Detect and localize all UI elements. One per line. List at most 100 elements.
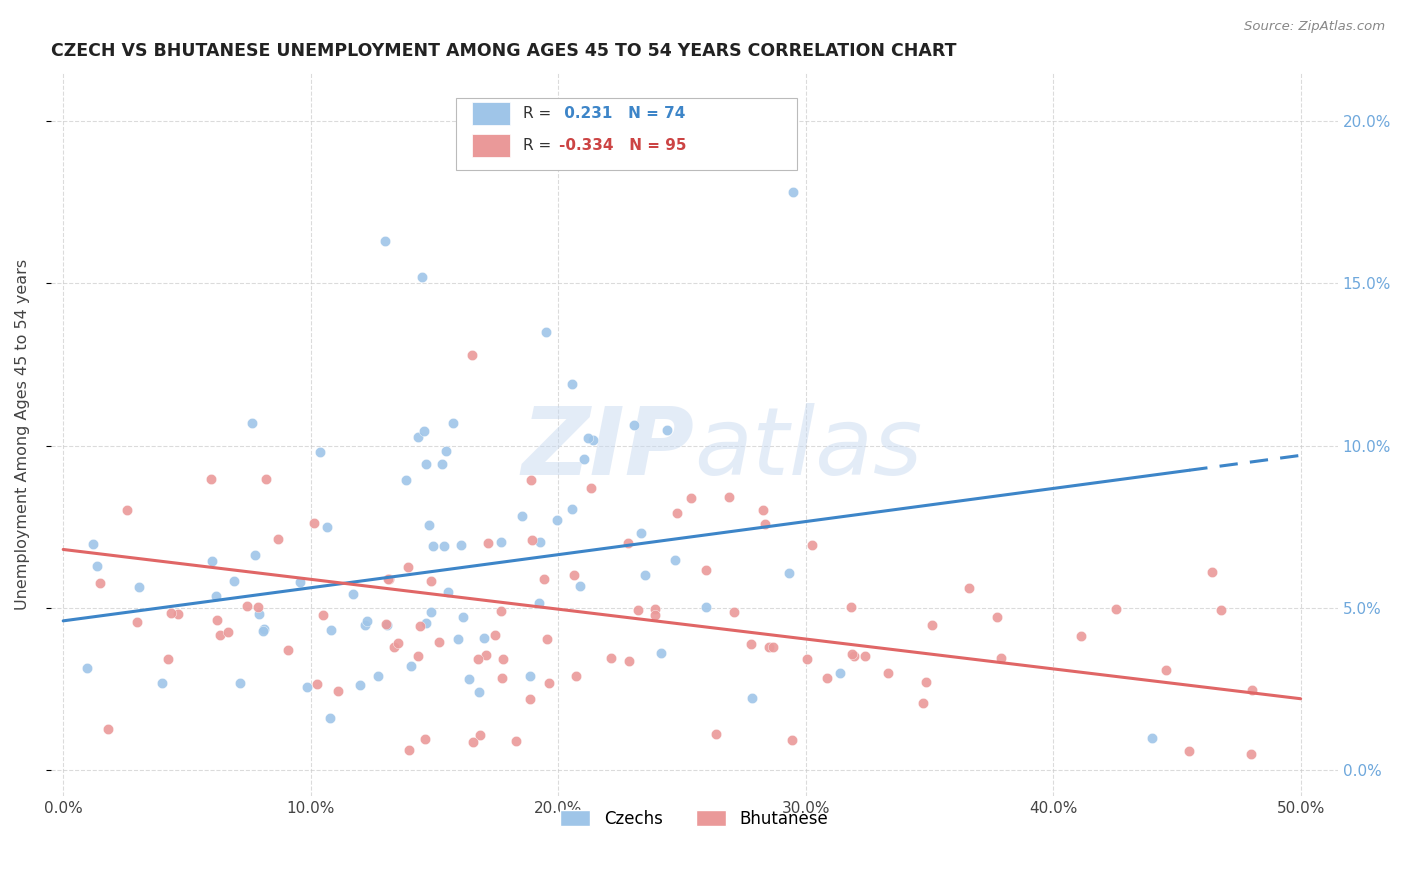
Point <box>477 536 499 550</box>
Point <box>533 572 555 586</box>
Point <box>957 581 980 595</box>
Point <box>718 490 741 504</box>
Text: CZECH VS BHUTANESE UNEMPLOYMENT AMONG AGES 45 TO 54 YEARS CORRELATION CHART: CZECH VS BHUTANESE UNEMPLOYMENT AMONG AG… <box>51 42 956 60</box>
Point <box>796 652 818 666</box>
Text: atlas: atlas <box>695 403 922 494</box>
Point <box>565 669 588 683</box>
Text: -0.334   N = 95: -0.334 N = 95 <box>560 138 686 153</box>
Point <box>401 659 423 673</box>
Point <box>489 604 512 618</box>
Point <box>396 560 419 574</box>
Point <box>617 654 640 668</box>
Point <box>86 558 108 573</box>
Point <box>76 661 98 675</box>
Point <box>208 628 231 642</box>
Point <box>451 609 474 624</box>
Point <box>778 566 800 580</box>
Point <box>561 502 583 516</box>
Point <box>436 584 458 599</box>
Point <box>419 574 441 588</box>
Point <box>758 640 780 654</box>
Point <box>741 691 763 706</box>
Point <box>312 607 335 622</box>
Point <box>290 575 312 590</box>
Point <box>367 668 389 682</box>
Point <box>302 516 325 530</box>
Point <box>1201 565 1223 579</box>
Point <box>409 619 432 633</box>
Point <box>560 130 582 145</box>
Point <box>644 607 666 622</box>
Point <box>752 502 775 516</box>
Point <box>229 676 252 690</box>
Point <box>415 458 437 472</box>
Point <box>467 652 489 666</box>
Text: ZIP: ZIP <box>522 402 695 495</box>
Point <box>780 733 803 747</box>
Point <box>650 646 672 660</box>
Point <box>562 568 585 582</box>
Point <box>387 635 409 649</box>
Point <box>205 589 228 603</box>
Point <box>572 452 595 467</box>
Point <box>762 640 785 655</box>
FancyBboxPatch shape <box>471 102 510 125</box>
Point <box>534 325 557 339</box>
Point <box>568 579 591 593</box>
Point <box>489 535 512 549</box>
Point <box>800 538 823 552</box>
Point <box>484 627 506 641</box>
Point <box>377 572 399 586</box>
Point <box>582 433 605 447</box>
Point <box>599 651 621 665</box>
Point <box>520 533 543 548</box>
Point <box>349 678 371 692</box>
Point <box>201 554 224 568</box>
Point <box>356 614 378 628</box>
Point <box>315 520 337 534</box>
Point <box>1211 602 1233 616</box>
Point <box>914 674 936 689</box>
Point <box>695 599 717 614</box>
Point <box>378 572 401 586</box>
Point <box>1140 731 1163 745</box>
Point <box>441 416 464 430</box>
Point <box>492 652 515 666</box>
Point <box>433 539 456 553</box>
Point <box>1070 629 1092 643</box>
Point <box>1105 601 1128 615</box>
Point <box>664 553 686 567</box>
Point <box>723 605 745 619</box>
Point <box>406 649 429 664</box>
Point <box>432 457 454 471</box>
Text: 0.231   N = 74: 0.231 N = 74 <box>560 106 686 121</box>
Point <box>205 613 228 627</box>
Point <box>247 607 270 621</box>
Point <box>1178 744 1201 758</box>
Point <box>217 625 239 640</box>
Point <box>157 651 180 665</box>
Point <box>782 186 804 200</box>
Point <box>382 640 405 655</box>
Point <box>536 632 558 646</box>
Point <box>422 539 444 553</box>
Point <box>815 671 838 685</box>
Point <box>519 669 541 683</box>
Point <box>411 269 433 284</box>
Point <box>377 618 399 632</box>
FancyBboxPatch shape <box>456 98 797 170</box>
Point <box>128 581 150 595</box>
Point <box>468 729 491 743</box>
Point <box>581 481 603 495</box>
Point <box>527 596 550 610</box>
Point <box>395 473 418 487</box>
Point <box>520 473 543 487</box>
Point <box>236 599 259 614</box>
Point <box>253 622 276 636</box>
Point <box>318 711 340 725</box>
Point <box>634 567 657 582</box>
Point <box>538 675 561 690</box>
Point <box>159 606 181 620</box>
Point <box>1240 682 1263 697</box>
Point <box>342 587 364 601</box>
